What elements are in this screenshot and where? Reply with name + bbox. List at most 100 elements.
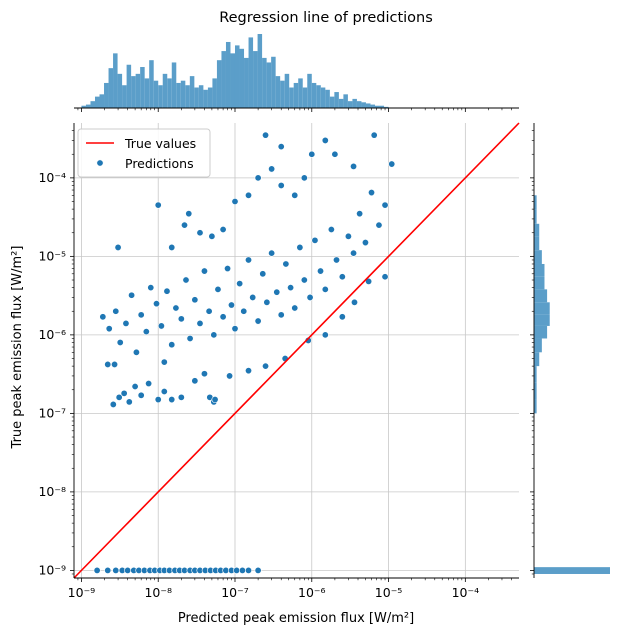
top-hist-bar [284,73,290,108]
scatter-point [186,334,194,342]
axes [73,107,535,579]
scatter-point [137,391,145,399]
top-hist-bar [302,87,308,108]
scatter-point [191,377,199,385]
top-hist-bar [280,80,285,108]
scatter-point [291,191,299,199]
scatter-point [277,181,285,189]
top-hist-bar [99,94,105,108]
top-hist-bar [221,51,226,108]
scatter-point [93,566,101,574]
top-hist-bar [266,62,272,108]
x-tick-label: 10⁻⁵ [375,585,403,600]
top-hist-bar [144,78,150,108]
top-hist-bar [131,76,136,108]
top-hist-bar [162,73,168,108]
scatter-points [93,131,396,574]
right-hist-bar [534,338,542,353]
top-hist-bar [334,92,339,108]
legend-marker-swatch [96,159,104,167]
scatter-point [154,201,162,209]
top-hist-bar [375,105,380,108]
top-hist-bar [158,85,163,108]
right-hist-bar [534,236,540,251]
scatter-point [147,284,155,292]
scatter-point [125,398,133,406]
scatter-point [160,358,168,366]
y-tick-label: 10⁻⁸ [38,484,66,499]
scatter-point [263,298,271,306]
top-hist-bar [149,60,154,108]
top-hist-bar [194,87,199,108]
top-hist-bar [85,104,91,108]
scatter-point [273,288,281,296]
top-hist-bar [257,34,263,108]
scatter-point [153,300,161,308]
scatter-point [381,201,389,209]
scatter-point [210,331,218,339]
y-tick-label: 10⁻⁵ [38,248,66,263]
chart-title: Regression line of predictions [219,10,433,26]
scatter-point [317,267,325,275]
top-hist-bar [352,98,357,108]
top-hist-bar [293,82,299,108]
scatter-point [375,221,383,229]
top-hist-bar [90,101,95,108]
scatter-point [128,291,136,299]
scatter-point [177,393,185,401]
right-hist-bar [534,399,537,414]
scatter-point [262,362,270,370]
scatter-point [181,221,189,229]
legend-box [77,128,211,178]
true-values-line [73,122,520,579]
top-hist-bar [140,67,145,108]
top-histogram [81,34,389,108]
top-hist-bar [253,51,258,108]
scatter-point [231,325,239,333]
scatter-point [361,239,369,247]
top-hist-bar [365,103,371,108]
scatter-point [145,380,153,388]
scatter-point [240,307,248,315]
scatter-point [211,396,219,404]
scatter-point [233,566,241,574]
scatter-point [262,131,270,139]
scatter-point [109,400,117,408]
y-axis-label: True peak emission flux [W/m²] [10,246,25,450]
scatter-point [306,293,314,301]
scatter-point [219,225,227,233]
scatter-point [321,285,329,293]
scatter-point [104,360,112,368]
scatter-point [154,396,162,404]
top-hist-bar [316,85,321,108]
top-hist-bar [298,78,303,108]
top-hist-bar [176,82,181,108]
top-hist-bar [289,87,294,108]
scatter-point [338,313,346,321]
scatter-point [214,285,222,293]
scatter-point [112,566,120,574]
top-hist-bar [117,73,123,108]
scatter-point [227,301,235,309]
scatter-point [137,311,145,319]
right-hist-bar [534,325,548,339]
top-hist-bar [171,62,177,108]
right-hist-bar [534,366,537,383]
top-hist-bar [244,57,249,108]
y-tick-label: 10⁻⁹ [38,562,66,577]
scatter-point [231,198,239,206]
scatter-point [205,307,213,315]
scatter-point [163,287,171,295]
scatter-point [245,566,253,574]
scatter-point [304,336,312,344]
top-hist-bar [239,48,245,108]
scatter-point [254,174,262,182]
tick-marks: 10⁻⁹ 10⁻⁸ 10⁻⁷ 10⁻⁶ 10⁻⁵ 10⁻⁴ 10⁻⁹ 10⁻⁸ 10⁻⁷ 10⁻⁶… [38,108,534,600]
top-hist-bar [212,78,217,108]
top-hist-bar [234,45,240,108]
x-axis-label: Predicted peak emission flux [W/m²] [178,611,414,626]
scatter-point [338,273,346,281]
top-hist-bar [271,56,276,108]
scatter-point [350,298,358,306]
